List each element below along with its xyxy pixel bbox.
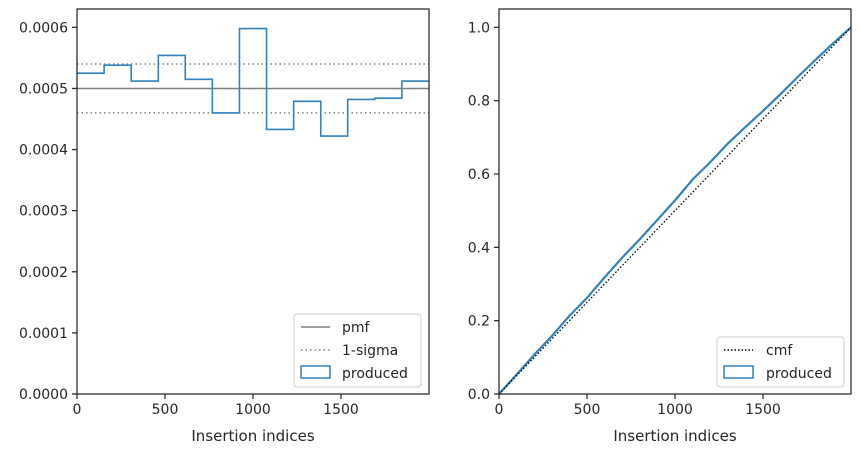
left-x-tick-label: 500 [152,402,179,418]
right-y-tick-label: 0.0 [468,387,490,403]
legend-cmf-label: cmf [766,343,793,359]
cmf-series-line [498,26,852,395]
left-legend-box [293,313,422,388]
right-plot-frame [498,8,852,395]
left-plot-frame [76,8,430,395]
right-y-tick-label: 0.4 [468,240,490,256]
left-y-tick-label: 0.0001 [19,326,68,342]
left-x-tick-label: 1000 [235,402,271,418]
left-y-tick-label: 0.0004 [19,143,68,159]
left-x-axis-label: Insertion indices [191,427,314,445]
left-y-tick-label: 0.0002 [19,265,68,281]
legend-produced-label: produced [342,366,408,382]
left-y-tick-label: 0.0000 [19,387,68,403]
right-legend: cmf produced [716,336,845,388]
right-chart-panel: 0 500 1000 1500 0.0 0.2 0.4 0.6 0.8 1.0 Insertion… [468,8,852,445]
left-x-tick-label: 1500 [323,402,359,418]
legend-produced-label-right: produced [766,366,832,382]
produced-series-line [498,26,852,395]
right-x-tick-label: 1000 [657,402,693,418]
left-y-tick-label: 0.0006 [19,20,68,36]
legend-produced-swatch-right [723,365,754,379]
left-y-tick-label: 0.0005 [19,81,68,97]
right-x-tick-label: 500 [574,402,601,418]
legend-pmf-label: pmf [342,320,371,336]
legend-produced-swatch [300,365,331,379]
legend-1-sigma-label: 1-sigma [342,343,398,359]
right-y-tick-label: 0.8 [468,94,490,110]
right-y-tick-label: 0.2 [468,314,490,330]
left-legend: pmf 1-sigma produced [293,313,422,388]
left-y-tick-label: 0.0003 [19,204,68,220]
left-chart-panel: 0 500 1000 1500 0.0000 0.0001 0.0002 0.0003 0.00… [19,8,430,445]
right-x-tick-label: 1500 [745,402,781,418]
right-y-tick-label: 0.6 [468,167,490,183]
produced-histogram-step [77,27,429,137]
right-x-axis-label: Insertion indices [613,427,736,445]
right-x-tick-label: 0 [495,402,504,418]
left-x-tick-label: 0 [73,402,82,418]
right-y-tick-label: 1.0 [468,20,490,36]
